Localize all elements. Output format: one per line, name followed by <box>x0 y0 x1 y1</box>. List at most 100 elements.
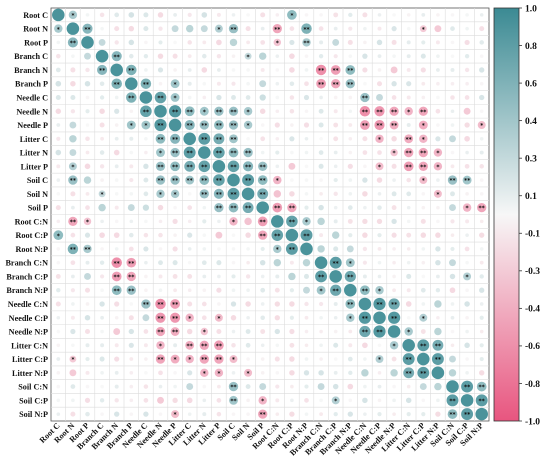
corr-cell-22-28 <box>465 315 469 320</box>
corr-cell-27-0 <box>56 384 61 389</box>
significance-mark: ** <box>84 26 91 33</box>
corr-cell-5-7 <box>158 81 163 86</box>
corr-cell-8-11 <box>214 120 224 130</box>
colorbar-tick-label: -0.6 <box>525 342 540 352</box>
corr-cell-22-3 <box>100 315 104 320</box>
corr-cell-0-29 <box>479 13 484 17</box>
corr-cell-23-24 <box>404 327 413 336</box>
corr-cell-22-16 <box>289 315 294 320</box>
corr-cell-13-6 <box>143 191 149 197</box>
corr-cell-8-0 <box>56 123 61 127</box>
corr-cell-2-26 <box>435 40 440 45</box>
significance-mark: * <box>422 136 426 143</box>
corr-cell-8-22 <box>374 119 385 131</box>
significance-mark: ** <box>420 370 427 377</box>
corr-cell-25-24 <box>402 353 415 366</box>
corr-cell-15-24 <box>406 219 411 224</box>
corr-cell-19-24 <box>406 273 412 279</box>
corr-cell-16-23 <box>391 232 397 238</box>
corr-cell-2-17 <box>302 38 311 47</box>
significance-mark: * <box>159 150 163 157</box>
corr-cell-20-0 <box>56 288 61 293</box>
corr-cell-1-0 <box>54 24 63 33</box>
corr-cell-15-18 <box>317 217 325 226</box>
corr-cell-17-22 <box>377 247 382 251</box>
significance-mark: ** <box>464 412 471 419</box>
significance-mark: ** <box>260 233 267 240</box>
significance-mark: ** <box>157 315 164 322</box>
corr-cell-16-0 <box>53 230 64 241</box>
significance-mark: ** <box>333 81 340 88</box>
corr-cell-24-2 <box>85 343 90 348</box>
corr-cell-10-10 <box>198 146 211 159</box>
corr-cell-17-5 <box>128 246 134 252</box>
significance-mark: ** <box>172 315 179 322</box>
corr-cell-7-6 <box>140 105 152 118</box>
corr-cell-10-28 <box>465 150 469 155</box>
corr-cell-2-18 <box>319 40 324 45</box>
corr-cell-27-18 <box>317 383 325 391</box>
corr-cell-16-27 <box>450 233 455 237</box>
corr-cell-29-18 <box>319 412 323 417</box>
corr-cell-26-15 <box>275 371 280 375</box>
corr-cell-13-19 <box>333 191 338 197</box>
significance-mark: ** <box>464 178 471 185</box>
corr-cell-29-8 <box>171 410 180 419</box>
corr-cell-1-17 <box>301 23 312 34</box>
corr-cell-18-5 <box>126 257 137 268</box>
corr-cell-4-10 <box>201 67 208 73</box>
corr-cell-21-3 <box>99 301 105 307</box>
corr-cell-6-9 <box>187 95 192 100</box>
corr-cell-20-21 <box>360 285 370 296</box>
corr-cell-22-17 <box>304 315 309 320</box>
corr-cell-29-10 <box>202 412 207 417</box>
corr-cell-18-27 <box>449 259 456 267</box>
corr-cell-3-18 <box>318 54 324 59</box>
corr-cell-24-28 <box>464 342 470 349</box>
corr-cell-14-29 <box>477 202 487 213</box>
corr-cell-17-4 <box>114 247 119 251</box>
corr-cell-14-22 <box>377 205 382 210</box>
corr-cell-28-15 <box>275 398 280 403</box>
corr-cell-22-10 <box>201 315 207 321</box>
corr-cell-3-7 <box>157 53 164 59</box>
corr-cell-6-12 <box>231 95 236 100</box>
significance-mark: ** <box>406 370 413 377</box>
corr-cell-4-12 <box>231 68 236 72</box>
corr-cell-26-28 <box>465 371 469 375</box>
corr-cell-19-0 <box>55 274 61 279</box>
corr-cell-17-1 <box>67 243 79 255</box>
significance-mark: ** <box>216 150 223 157</box>
corr-cell-26-24 <box>403 367 415 379</box>
significance-mark: ** <box>449 412 456 419</box>
significance-mark: ** <box>157 357 164 364</box>
corr-cell-7-2 <box>85 109 90 114</box>
corr-cell-21-8 <box>170 299 180 309</box>
corr-cell-24-9 <box>185 340 195 350</box>
corr-cell-1-11 <box>214 24 223 33</box>
corr-cell-8-7 <box>154 118 167 132</box>
corr-cell-21-16 <box>289 301 295 307</box>
corr-cell-8-28 <box>464 122 470 128</box>
corr-cell-12-10 <box>199 175 210 185</box>
corr-cell-25-27 <box>449 355 456 363</box>
corr-cell-12-22 <box>376 177 383 183</box>
corr-cell-19-4 <box>111 271 122 282</box>
corr-cell-20-12 <box>231 288 236 293</box>
corr-cell-4-11 <box>217 68 221 72</box>
corr-cell-3-24 <box>406 54 411 59</box>
corr-cell-28-29 <box>475 394 488 407</box>
corr-cell-13-8 <box>170 189 180 199</box>
corr-cell-28-12 <box>229 395 238 405</box>
corr-cell-9-8 <box>170 133 181 144</box>
significance-mark: ** <box>172 136 179 143</box>
corr-cell-1-24 <box>406 26 411 31</box>
corr-cell-6-15 <box>275 95 280 100</box>
corr-cell-16-16 <box>285 228 299 242</box>
corr-cell-5-5 <box>125 77 138 90</box>
significance-mark: * <box>101 191 105 198</box>
corr-cell-19-16 <box>288 272 296 281</box>
significance-mark: ** <box>128 95 135 102</box>
corr-cell-10-15 <box>275 150 280 155</box>
corr-cell-22-13 <box>246 315 250 320</box>
